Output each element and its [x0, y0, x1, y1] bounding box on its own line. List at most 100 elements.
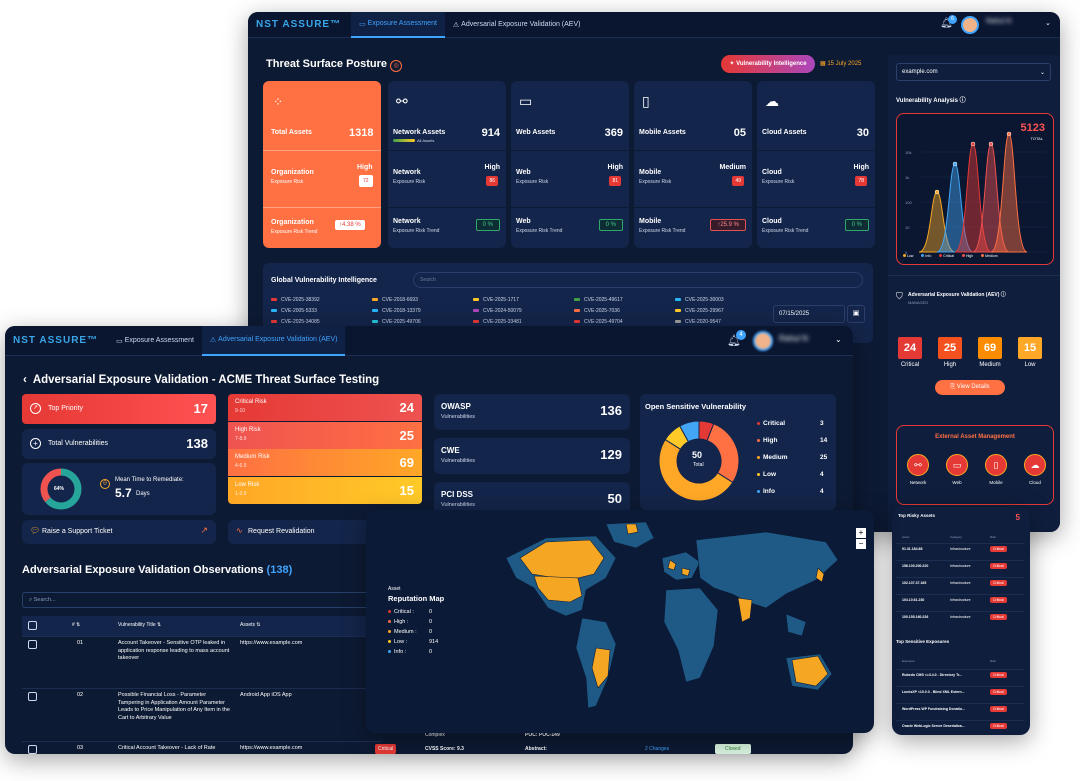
vulnerability-title[interactable]: Possible Financial Loss - Parameter Tamp…: [118, 692, 230, 721]
clock-icon: ⌚︎: [100, 479, 110, 489]
cve-item[interactable]: CVE-2025-34085: [271, 319, 320, 325]
risky-asset-ip[interactable]: 102.107.37.165: [902, 581, 927, 585]
vulnerability-title[interactable]: Critical Account Takeover - Lack of Rate: [118, 745, 216, 751]
row-checkbox[interactable]: [28, 692, 37, 701]
page-title: Threat Surface Posture ◎: [266, 58, 403, 72]
asset-card-web[interactable]: ▭ Web Assets 369 Web Exposure Risk High 81 Web E…: [511, 81, 629, 248]
web-icon[interactable]: ▭: [946, 454, 968, 476]
vulnerability-title[interactable]: Account Takeover - Sensitive OTP leaked …: [118, 640, 230, 661]
cve-item[interactable]: CVE-2024-50079: [473, 308, 522, 314]
risk-tier-high[interactable]: High Risk 7-8.9 25: [228, 421, 422, 449]
cve-item[interactable]: CVE-2025-7036: [574, 308, 620, 314]
back-arrow-icon[interactable]: ‹: [23, 374, 27, 386]
world-map[interactable]: [486, 518, 856, 726]
domain-select[interactable]: example.com ⌄: [896, 63, 1051, 81]
assets-icon: ⁘: [273, 95, 284, 109]
info-icon: ◎: [390, 60, 403, 72]
avatar[interactable]: [753, 331, 773, 351]
cve-item[interactable]: CVE-2025-49617: [574, 297, 623, 303]
tab-aev[interactable]: ⚠ Adversarial Exposure Validation (AEV): [452, 21, 581, 29]
axis-tick: 1k: [905, 175, 909, 180]
asset-card-network[interactable]: ⚯ Network Assets 914 All Assets Network Expos…: [388, 81, 506, 248]
cve-item[interactable]: CVE-2025-49704: [574, 319, 623, 325]
cve-item[interactable]: CVE-2025-49706: [372, 319, 421, 325]
osv-slice: [679, 420, 700, 443]
vuln-peak: [952, 161, 958, 167]
app-logo: NST ASSURE™: [256, 19, 342, 30]
total-vulnerabilities-card[interactable]: + Total Vulnerabilities 138: [22, 429, 216, 459]
aev-count-box[interactable]: 24: [898, 337, 922, 359]
aev-title: Adversarial Exposure Validation (AEV) ⓘ: [908, 292, 1006, 298]
risk-tier-medium[interactable]: Medium Risk 4-6.9 69: [228, 449, 422, 476]
risk-tier-low[interactable]: Low Risk 1-3.9 15: [228, 476, 422, 504]
risky-asset-ip[interactable]: 91.31.184.68: [902, 547, 923, 551]
vulnerability-intelligence-button[interactable]: ✦ Vulnerability Intelligence: [721, 55, 815, 73]
risk-tier-critical[interactable]: Critical Risk 9-10 24: [228, 394, 422, 421]
table-header: # ⇅ Vulnerability Title ⇅ Assets ⇅: [22, 616, 382, 636]
observations-search-input[interactable]: ⌕ Search...: [22, 592, 382, 608]
notification-count: 4: [736, 330, 746, 340]
monitor-icon: ▭: [519, 93, 533, 109]
select-all-checkbox[interactable]: [28, 621, 37, 630]
vuln-peak: [970, 141, 976, 147]
risky-asset-ip[interactable]: 100.155.160.226: [902, 615, 929, 619]
risky-asset-ip[interactable]: 156.100.200.220: [902, 564, 929, 568]
cve-item[interactable]: CVE-2025-29967: [675, 308, 724, 314]
exposure-name[interactable]: Oracle WebLogic Server Deserializa...: [902, 724, 965, 728]
asset-card-mobile[interactable]: ▯ Mobile Assets 05 Mobile Exposure Risk Mediu…: [634, 81, 752, 248]
tab-exposure-assessment[interactable]: ▭ Exposure Assessment: [351, 12, 445, 38]
bell-icon[interactable]: 🔔︎: [940, 18, 953, 29]
row-checkbox[interactable]: [28, 640, 37, 649]
exposure-name[interactable]: Rubedo CMS <=3.4.0 - Directory Tr...: [902, 673, 963, 677]
row-checkbox[interactable]: [28, 745, 37, 754]
framework-owasp[interactable]: OWASP Vulnerabilities 136: [434, 394, 630, 430]
cve-item[interactable]: CVE-2025-38392: [271, 297, 320, 303]
cve-item[interactable]: CVE-2018-13379: [372, 308, 421, 314]
cve-item[interactable]: CVE-2025-1717: [473, 297, 519, 303]
asset-card-cloud[interactable]: ☁ Cloud Assets 30 Cloud Exposure Risk High 78 C…: [757, 81, 875, 248]
network-icon[interactable]: ⚯: [907, 454, 929, 476]
chevron-down-icon[interactable]: ⌄: [1045, 20, 1051, 27]
aev-count-box[interactable]: 15: [1018, 337, 1042, 359]
cloud-icon[interactable]: ☁: [1024, 454, 1046, 476]
chevron-down-icon[interactable]: ⌄: [835, 335, 842, 344]
vuln-peak: [1006, 131, 1012, 137]
zoom-out-button[interactable]: −: [856, 539, 866, 549]
tab-exposure-assessment[interactable]: ▭ Exposure Assessment: [116, 337, 194, 345]
total-assets-card[interactable]: ⁘ Total Assets 1318 Organization Exposur…: [263, 81, 381, 248]
top-priority-card[interactable]: ↗ Top Priority 17: [22, 394, 216, 424]
risky-asset-ip[interactable]: 104.10.61.230: [902, 598, 925, 602]
calendar-icon[interactable]: ▣: [847, 305, 865, 323]
tab-aev[interactable]: ⚠ Adversarial Exposure Validation (AEV): [201, 326, 346, 356]
aev-count-box[interactable]: 69: [978, 337, 1002, 359]
mobile-icon[interactable]: ▯: [985, 454, 1007, 476]
exposure-name[interactable]: LumisXP <10.0.0 - Blind XML Extern...: [902, 690, 965, 694]
view-details-button[interactable]: ⎘ View Details: [935, 380, 1005, 395]
all-assets-bar: All Assets: [393, 138, 434, 143]
cve-item[interactable]: CVE-2005-5333: [271, 308, 317, 314]
front-top-bar: NST ASSURE™ ▭ Exposure Assessment ⚠ Adve…: [5, 326, 853, 356]
target-icon: ↗: [30, 403, 41, 414]
exposure-name[interactable]: WordPress WP Fundraising Donatio...: [902, 707, 965, 711]
osv-legend-item: High: [757, 437, 777, 444]
framework-cwe[interactable]: CWE Vulnerabilities 129: [434, 438, 630, 474]
aev-count-box[interactable]: 25: [938, 337, 962, 359]
gvi-date-input[interactable]: 07/15/2025: [773, 305, 845, 323]
avatar[interactable]: [961, 16, 979, 34]
cve-item[interactable]: CVE-2025-33481: [473, 319, 522, 325]
legend-item: Critical: [939, 254, 954, 258]
zoom-in-button[interactable]: +: [856, 528, 866, 538]
cve-item[interactable]: CVE-2020-9547: [675, 319, 721, 325]
top-bar: NST ASSURE™ ▭ Exposure Assessment ⚠ Adve…: [248, 12, 1060, 38]
osv-legend-item: Low: [757, 471, 776, 478]
user-name: Rahul N: [986, 18, 1012, 25]
gvi-search-input[interactable]: Search: [413, 272, 863, 288]
shield-icon: ⛉: [896, 291, 903, 301]
axis-tick: 0: [905, 250, 908, 255]
mobile-icon: ▯: [642, 93, 650, 109]
cve-item[interactable]: CVE-2025-30003: [675, 297, 724, 303]
cve-item[interactable]: CVE-2018-6693: [372, 297, 418, 303]
raise-support-ticket-button[interactable]: 💬︎ Raise a Support Ticket ↗: [22, 520, 216, 544]
external-asset-management: External Asset Management ⚯ Network ▭ Web ▯ M…: [896, 425, 1054, 505]
